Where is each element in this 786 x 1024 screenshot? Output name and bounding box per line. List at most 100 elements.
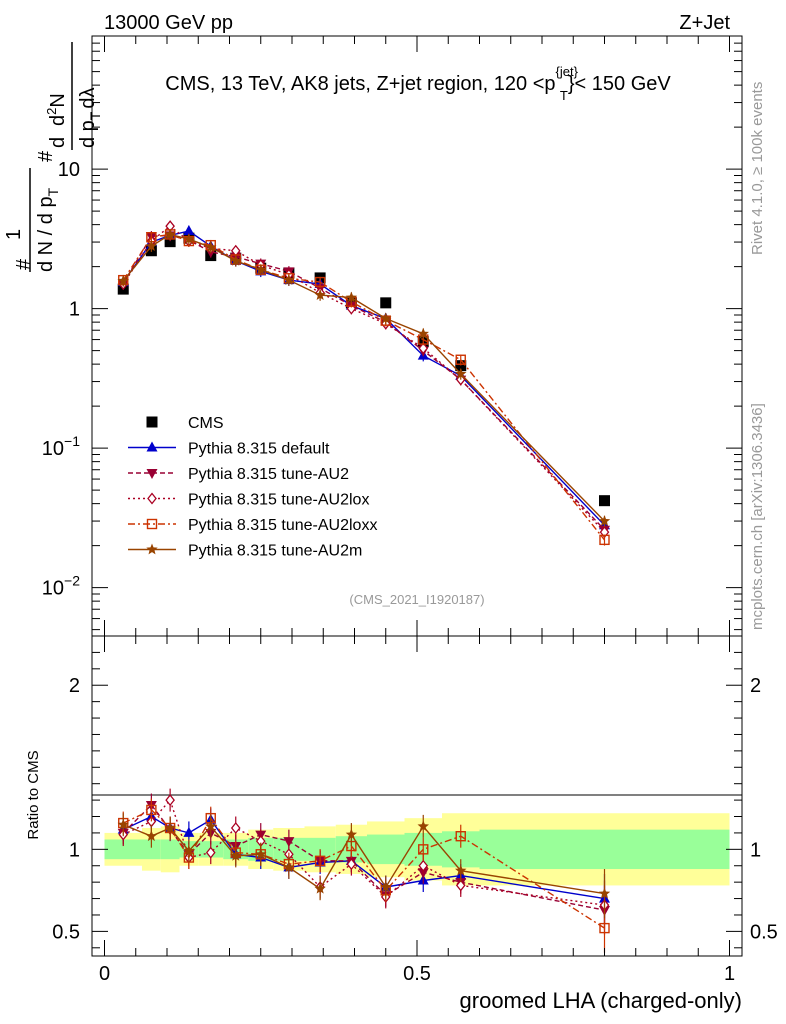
ratio-y-tick-label: 2 <box>69 675 80 697</box>
point-AU2m-12 <box>455 368 467 379</box>
uncertainty-band-inner <box>160 839 180 860</box>
svg-text:d N / d pT: d N / d pT <box>35 187 61 272</box>
svg-text:d pTdλ: d pTdλ <box>77 88 103 149</box>
ratio-y-tick-label: 1 <box>69 839 80 861</box>
x-tick-label: 0 <box>99 963 110 985</box>
legend-marker-AU2lox <box>147 492 157 505</box>
ratio-point-AU2lox-9 <box>346 858 357 871</box>
ratio-point-AU2m-4 <box>205 820 217 832</box>
ratio-point-AU2m-13 <box>598 887 611 899</box>
ratio-point-AU2lox-11 <box>418 859 429 872</box>
legend-marker-AU2m <box>146 543 158 555</box>
ratio-line-AU2lox <box>123 798 605 906</box>
point-CMS-12 <box>455 360 467 372</box>
ratio-point-AU2lox-5 <box>230 821 241 835</box>
series-line-AU2loxx <box>122 233 606 541</box>
svg-text:d2N: d2N <box>44 93 69 126</box>
point-AU2lox-11 <box>418 342 429 355</box>
uncertainty-band-inner <box>142 839 161 860</box>
header-right: Z+Jet <box>679 12 730 34</box>
bottom-frame <box>91 635 743 957</box>
x-tick-label: 1 <box>724 963 735 985</box>
svg-text:d: d <box>47 137 69 148</box>
ratio-point-AU2loxx-8 <box>314 855 326 867</box>
legend-marker-AU2loxx <box>146 518 158 530</box>
legend-item-AU2m: Pythia 8.315 tune-AU2m <box>128 543 362 560</box>
series-AU2m <box>117 228 611 527</box>
ratio-y-tick-label: 0.5 <box>52 921 80 943</box>
point-CMS-13 <box>599 495 610 507</box>
legend-marker-AU2 <box>146 469 158 479</box>
ratio-point-AU2m-8 <box>314 882 326 894</box>
point-AU2m-4 <box>205 241 217 253</box>
legend-label-AU2lox: Pythia 8.315 tune-AU2lox <box>188 492 369 509</box>
analysis-tag: (CMS_2021_I1920187) <box>349 592 484 607</box>
y-tick-label: 1 <box>69 299 80 321</box>
legend-item-AU2: Pythia 8.315 tune-AU2 <box>128 466 349 483</box>
legend-item-default: Pythia 8.315 default <box>128 441 330 458</box>
x-axis-label: groomed LHA (charged-only) <box>460 988 742 1013</box>
bottom-panel: 0.5 0.5 1 1 2 2 0 0.5 1 Ratio to CMS groomed LHA… <box>25 635 778 1013</box>
ratio-y-tick-label-right: 2 <box>750 675 761 697</box>
ratio-y-tick-label-right: 1 <box>750 839 761 861</box>
mcplots-label: mcplots.cern.ch [arXiv:1306.3436] <box>749 403 766 630</box>
point-AU2m-0 <box>117 274 129 286</box>
series-AU2 <box>117 230 610 536</box>
ratio-series-AU2m <box>117 813 611 919</box>
point-CMS-10 <box>380 297 392 309</box>
legend: CMS Pythia 8.315 default Pythia 8.315 tune… <box>128 415 377 560</box>
ratio-point-AU2m-2 <box>164 822 176 833</box>
ratio-point-AU2lox-2 <box>165 794 175 807</box>
series-line-AU2lox <box>122 225 606 533</box>
uncertainty-band-inner <box>104 839 142 860</box>
legend-item-CMS: CMS <box>146 415 224 432</box>
main-title: CMS, 13 TeV, AK8 jets, Z+jet region, 120… <box>165 64 671 103</box>
point-AU2m-11 <box>417 327 429 339</box>
point-AU2m-7 <box>283 274 295 285</box>
point-AU2m-2 <box>164 228 176 240</box>
ratio-point-AU2m-6 <box>255 848 267 860</box>
top-panel: 10−2 10−1 1 10 CMS, 13 TeV, AK8 jets, Z+jet… <box>3 35 743 637</box>
legend-item-AU2loxx: Pythia 8.315 tune-AU2loxx <box>128 517 377 534</box>
legend-label-default: Pythia 8.315 default <box>188 441 330 458</box>
uncertainty-band-inner <box>479 829 730 870</box>
ratio-point-AU2lox-4 <box>205 846 216 859</box>
ratio-point-AU2-7 <box>283 837 295 848</box>
point-AU2loxx-8 <box>314 276 326 288</box>
rivet-label: Rivet 4.1.0, ≥ 100k events <box>749 82 766 255</box>
point-AU2m-6 <box>255 263 267 275</box>
legend-marker-CMS <box>146 416 158 428</box>
ratio-point-AU2m-1 <box>145 830 158 842</box>
ratio-point-AU2lox-12 <box>455 879 466 892</box>
ratio-point-AU2m-11 <box>417 820 429 832</box>
ratio-point-default-3 <box>183 826 195 837</box>
ratio-point-AU2m-5 <box>230 849 242 861</box>
ratio-y-tick-label-right: 0.5 <box>750 921 778 943</box>
point-default-3 <box>183 225 195 236</box>
svg-text:#: # <box>13 258 35 270</box>
point-AU2m-8 <box>314 289 326 300</box>
ratio-point-AU2m-7 <box>283 861 295 873</box>
legend-label-AU2: Pythia 8.315 tune-AU2 <box>188 466 349 483</box>
uncertainty-band-inner <box>367 834 405 865</box>
ratio-point-AU2m-9 <box>345 828 358 840</box>
point-CMS-2 <box>164 236 176 248</box>
header-left: 13000 GeV pp <box>104 12 233 34</box>
ratio-point-AU2m-10 <box>380 881 392 892</box>
y-tick-label: 10−2 <box>42 573 80 600</box>
series-line-AU2 <box>122 234 606 531</box>
series-line-AU2m <box>122 233 606 522</box>
series-AU2lox <box>118 220 610 539</box>
x-tick-label: 0.5 <box>403 963 431 985</box>
ratio-point-AU2loxx-13 <box>599 922 610 934</box>
y-tick-label: 10−1 <box>42 433 80 460</box>
point-AU2m-1 <box>145 240 158 252</box>
point-AU2loxx-12 <box>455 354 466 365</box>
ratio-point-AU2loxx-12 <box>455 831 466 842</box>
point-AU2loxx-13 <box>599 534 610 546</box>
ratio-point-AU2m-12 <box>455 864 467 876</box>
point-AU2m-5 <box>230 254 242 266</box>
ratio-point-AU2m-0 <box>117 818 129 830</box>
ratio-point-AU2loxx-1 <box>146 804 157 816</box>
